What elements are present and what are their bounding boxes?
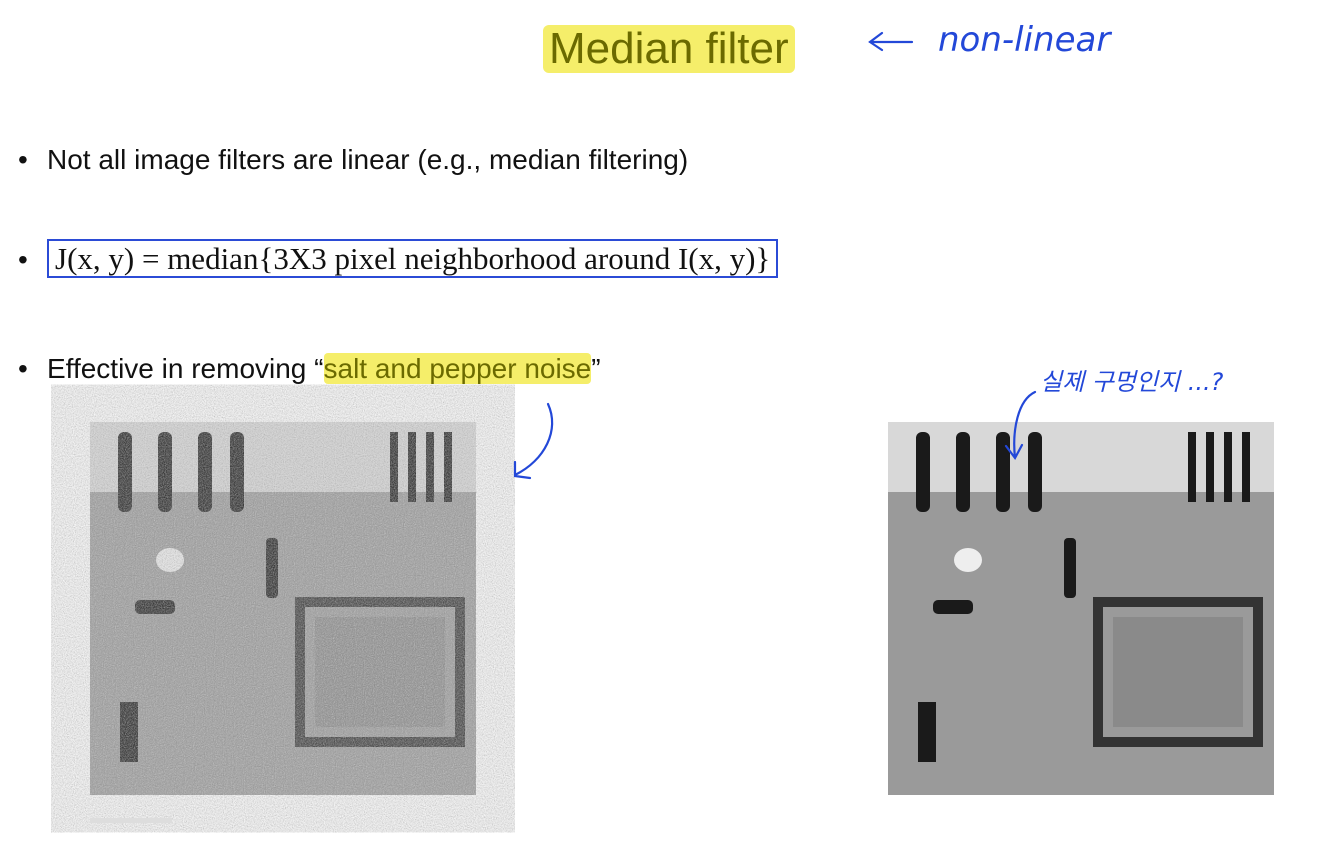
bullet: • Not all image filters are linear (e.g.,…: [18, 144, 689, 175]
highlight: salt and pepper noise: [323, 353, 592, 384]
bullet-text: Effective in removing “: [47, 353, 324, 384]
bullet: • J(x, y) = median{3X3 pixel neighborhood…: [18, 239, 779, 278]
bullet: • Effective in removing “salt and pepper …: [18, 353, 601, 384]
filtered-image: [888, 422, 1274, 795]
noisy-image: [90, 422, 476, 795]
handwritten-note: non-linear: [938, 20, 1111, 60]
thumbnail: [90, 818, 172, 823]
bullet-text: ”: [591, 353, 601, 384]
bullet-text: Not all image filters are linear (e.g., …: [47, 144, 689, 175]
slide-title: Median filter: [543, 25, 795, 73]
handwritten-note: 실제 구멍인지 ...?: [1040, 368, 1224, 396]
equation: J(x, y) = median{3X3 pixel neighborhood …: [47, 239, 779, 278]
